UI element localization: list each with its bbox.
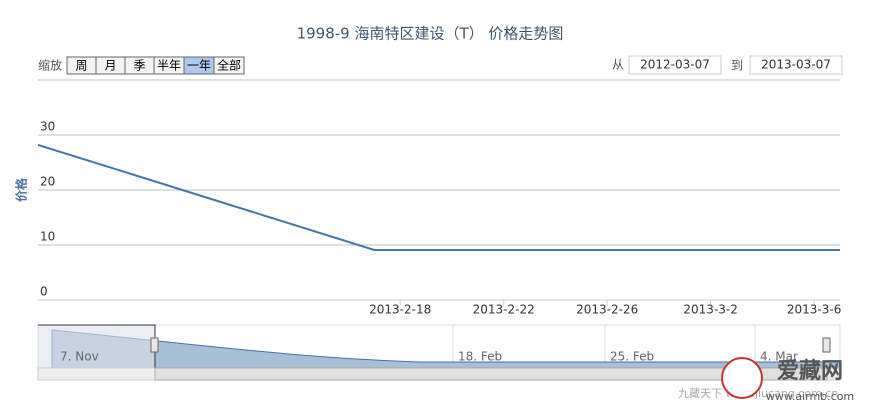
- scrollbar-thumb[interactable]: [154, 367, 828, 381]
- zoom-button-label[interactable]: 季: [133, 59, 145, 73]
- x-tick-label: 2013-3-2: [683, 303, 737, 317]
- navigator-label: 7. Nov: [60, 350, 99, 364]
- zoom-button-label[interactable]: 周: [75, 59, 87, 73]
- watermark: 九藏天下 www.jiucang.com.cn: [678, 387, 838, 400]
- navigator-mask: [38, 325, 155, 368]
- navigator-handle[interactable]: [150, 337, 159, 353]
- x-tick-label: 2013-2-22: [473, 303, 535, 317]
- zoom-button-label[interactable]: 半年: [157, 59, 181, 73]
- chart-title: 1998-9 海南特区建设（T） 价格走势图: [297, 25, 564, 43]
- to-label: 到: [731, 59, 743, 73]
- navigator-handle[interactable]: [822, 337, 831, 353]
- x-tick-label: 2013-2-26: [576, 303, 638, 317]
- zoom-label: 缩放: [38, 58, 62, 73]
- x-tick-label: 2013-2-18: [369, 303, 431, 317]
- zoom-button[interactable]: [213, 56, 245, 75]
- x-tick-label: 2013-3-6: [787, 303, 841, 317]
- y-tick-label: 20: [40, 175, 55, 189]
- to-date[interactable]: 2013-03-07: [761, 58, 831, 72]
- navigator-outline: [38, 324, 156, 368]
- y-axis-title: 价格: [14, 177, 29, 202]
- from-input[interactable]: [628, 55, 722, 75]
- to-input[interactable]: [749, 55, 843, 75]
- navigator-label: 25. Feb: [610, 350, 654, 364]
- y-tick-label: 30: [40, 120, 55, 134]
- y-tick-label: 0: [40, 285, 48, 299]
- from-date[interactable]: 2012-03-07: [640, 58, 710, 72]
- watermark-url: www.airmb.com: [766, 390, 854, 403]
- y-tick-label: 10: [40, 230, 55, 244]
- from-label: 从: [612, 58, 624, 72]
- zoom-button-label[interactable]: 一年: [187, 59, 211, 73]
- navigator-label: 4. Mar: [760, 350, 798, 364]
- line-series: [37, 143, 840, 251]
- navigator-label: 18. Feb: [458, 350, 502, 364]
- watermark-brand: 爱藏网: [777, 359, 843, 384]
- navigator-labels: 7. Nov 18. Feb 25. Feb 4. Mar: [60, 350, 798, 364]
- logo: [721, 357, 763, 399]
- zoom-buttons: 周 月 季半年 一年 全部: [66, 56, 245, 75]
- zoom-button-label[interactable]: 全部: [217, 58, 241, 73]
- zoom-button-label[interactable]: 月: [104, 59, 116, 73]
